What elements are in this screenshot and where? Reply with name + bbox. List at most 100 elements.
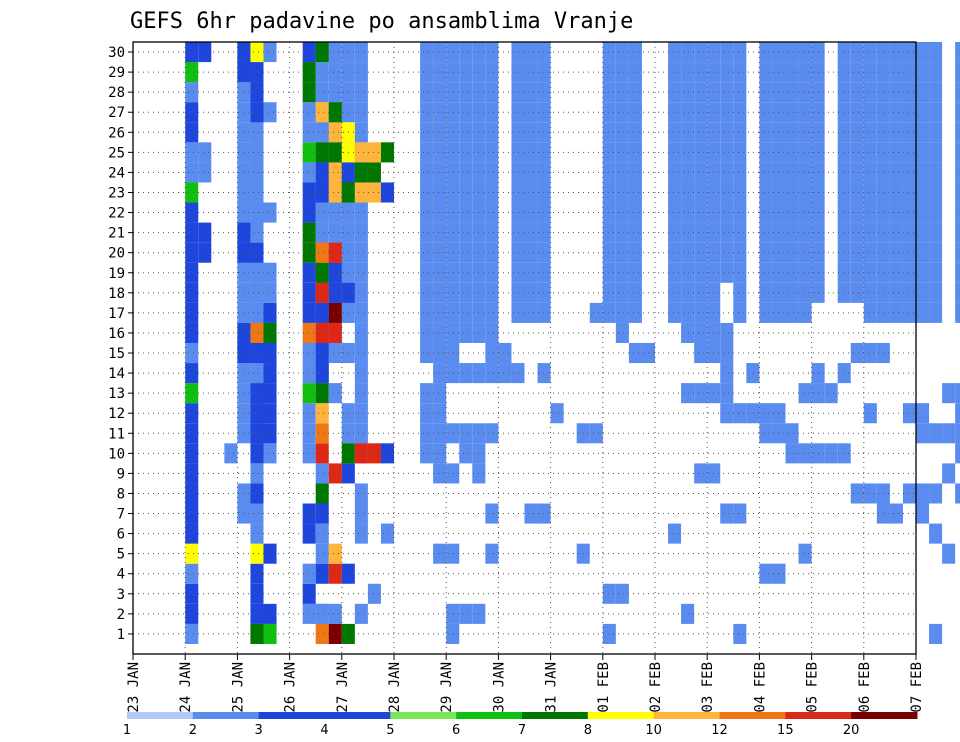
heatmap-cell [263, 302, 277, 323]
heatmap-cell [485, 242, 499, 263]
heatmap-cell [720, 42, 734, 63]
heatmap-cell [916, 282, 930, 303]
heatmap-cell [459, 122, 473, 143]
heatmap-cell [328, 603, 342, 624]
heatmap-cell [929, 302, 943, 323]
heatmap-cell [694, 322, 708, 343]
heatmap-cell [602, 282, 616, 303]
x-tick-label: 28 JAN [387, 662, 403, 713]
heatmap-cell [185, 503, 199, 524]
heatmap-cell [681, 162, 695, 183]
heatmap-cell [837, 443, 851, 464]
colorbar-label: 10 [645, 723, 662, 738]
heatmap-cell [315, 483, 329, 504]
heatmap-cell [250, 523, 264, 544]
heatmap-cell [250, 62, 264, 83]
heatmap-cell [850, 102, 864, 123]
heatmap-cell [720, 202, 734, 223]
heatmap-cell [850, 122, 864, 143]
heatmap-cell [615, 322, 629, 343]
heatmap-cell [720, 82, 734, 103]
heatmap-cell [433, 122, 447, 143]
heatmap-cell [863, 282, 877, 303]
heatmap-cell [485, 302, 499, 323]
heatmap-cell [185, 262, 199, 283]
heatmap-cell [863, 262, 877, 283]
heatmap-cell [798, 242, 812, 263]
heatmap-cell [694, 302, 708, 323]
heatmap-cell [850, 242, 864, 263]
heatmap-cell [537, 242, 551, 263]
heatmap-cell [889, 82, 903, 103]
y-tick-label: 25 [108, 145, 125, 161]
heatmap-cell [694, 62, 708, 83]
heatmap-cell [929, 523, 943, 544]
heatmap-cell [733, 222, 747, 243]
heatmap-cell [446, 603, 460, 624]
heatmap-cell [628, 222, 642, 243]
heatmap-cell [537, 363, 551, 384]
heatmap-cell [524, 222, 538, 243]
heatmap-cell [798, 302, 812, 323]
heatmap-cell [850, 202, 864, 223]
heatmap-cell [668, 122, 682, 143]
heatmap-cell [537, 262, 551, 283]
heatmap-cell [250, 503, 264, 524]
heatmap-cell [433, 142, 447, 163]
heatmap-cell [315, 603, 329, 624]
heatmap-cell [694, 202, 708, 223]
heatmap-cell [185, 82, 199, 103]
heatmap-cell [694, 122, 708, 143]
heatmap-cell [250, 563, 264, 584]
colorbar-segment [390, 712, 457, 719]
heatmap-cell [798, 383, 812, 404]
heatmap-cell [433, 42, 447, 63]
heatmap-cell [328, 162, 342, 183]
y-tick-label: 29 [108, 65, 125, 81]
heatmap-cell [315, 423, 329, 444]
heatmap-cell [263, 262, 277, 283]
heatmap-cell [485, 142, 499, 163]
heatmap-cell [929, 242, 943, 263]
heatmap-cell [889, 182, 903, 203]
heatmap-cell [328, 383, 342, 404]
heatmap-cell [315, 563, 329, 584]
heatmap-cell [668, 162, 682, 183]
heatmap-cell [916, 122, 930, 143]
heatmap-cell [446, 423, 460, 444]
heatmap-cell [785, 162, 799, 183]
heatmap-cell [759, 563, 773, 584]
heatmap-cell [720, 62, 734, 83]
heatmap-cell [263, 443, 277, 464]
heatmap-cell [315, 322, 329, 343]
heatmap-cell [420, 383, 434, 404]
heatmap-cell [798, 102, 812, 123]
heatmap-cell [668, 182, 682, 203]
heatmap-cell [354, 483, 368, 504]
colorbar-label: 20 [843, 723, 860, 738]
colorbar-segment [785, 712, 852, 719]
x-tick-label: 02 FEB [648, 662, 664, 713]
heatmap-cell [889, 222, 903, 243]
heatmap-cell [602, 182, 616, 203]
heatmap-cell [785, 82, 799, 103]
heatmap-cell [485, 423, 499, 444]
colorbar-label: 15 [777, 723, 794, 738]
heatmap-cell [354, 242, 368, 263]
heatmap-cell [720, 242, 734, 263]
heatmap-cell [250, 102, 264, 123]
heatmap-cell [433, 342, 447, 364]
colorbar-segment [192, 712, 260, 719]
heatmap-cell [863, 342, 877, 364]
heatmap-cell [328, 543, 342, 564]
heatmap-cell [733, 503, 747, 524]
heatmap-cell [250, 443, 264, 464]
heatmap-cell [798, 182, 812, 203]
heatmap-cell [420, 322, 434, 343]
heatmap-cell [916, 222, 930, 243]
colorbar-label: 5 [386, 723, 394, 738]
heatmap-cell [354, 222, 368, 243]
heatmap-cell [420, 202, 434, 223]
heatmap-cell [916, 62, 930, 83]
heatmap-cell [250, 363, 264, 384]
